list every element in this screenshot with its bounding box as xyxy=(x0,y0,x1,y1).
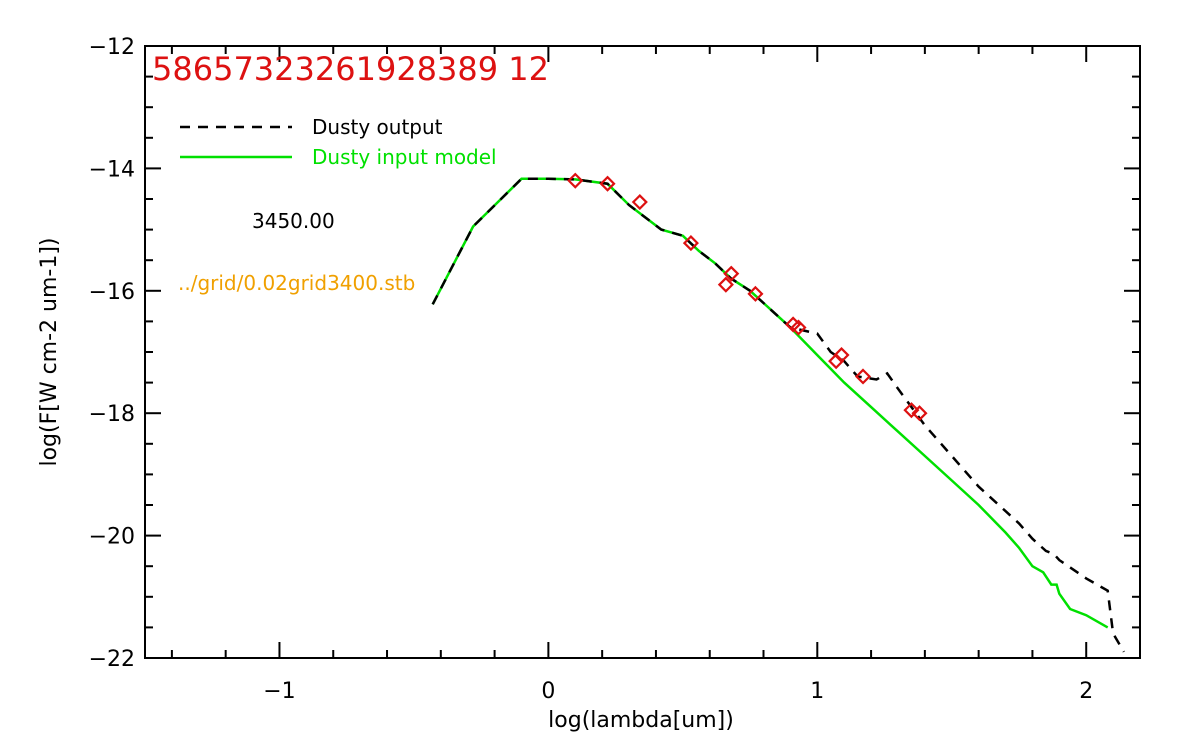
observed-data-point xyxy=(903,402,920,419)
chart-title: 58657323261928389 12 xyxy=(152,50,549,88)
observed-data-point xyxy=(790,319,807,336)
legend: Dusty output Dusty input model xyxy=(180,115,497,169)
observed-data-point xyxy=(567,172,584,189)
x-tick-label: 2 xyxy=(1079,679,1093,704)
y-tick-label: −16 xyxy=(89,280,135,305)
dusty-output-line xyxy=(431,177,1125,653)
observed-data-point xyxy=(599,175,616,192)
y-tick-label: −18 xyxy=(89,402,135,427)
series-layer xyxy=(431,177,1125,653)
observed-data-point xyxy=(854,368,872,385)
plot-frame xyxy=(144,45,1141,659)
y-tick-label: −12 xyxy=(89,35,135,60)
y-tick-label: −14 xyxy=(89,157,135,182)
y-axis-title: log(F[W cm-2 um-1]) xyxy=(37,237,62,466)
y-tick-label: −20 xyxy=(89,525,135,550)
y-tick-label: −22 xyxy=(89,647,135,672)
x-tick-label: −1 xyxy=(263,679,295,704)
x-tick-label: 0 xyxy=(541,679,555,704)
observed-data-point xyxy=(911,405,928,422)
observed-data-point xyxy=(723,265,740,282)
legend-dusty-output-label: Dusty output xyxy=(312,115,443,139)
temperature-annotation: 3450.00 xyxy=(252,209,335,233)
x-axis-title: log(lambda[um]) xyxy=(548,708,734,733)
observed-data-point xyxy=(747,285,764,302)
legend-dusty-input-label: Dusty input model xyxy=(312,145,497,169)
dusty-input-line xyxy=(431,177,1109,629)
file-annotation: ../grid/0.02grid3400.stb xyxy=(178,271,415,295)
axes-layer: −1 0 1 2 −22 −20 −18 −16 −14 −12 xyxy=(89,35,1141,704)
observed-data-point xyxy=(682,235,699,252)
observed-data-point xyxy=(833,347,850,364)
observed-data-point xyxy=(717,276,734,293)
observed-data-point xyxy=(631,194,648,211)
markers-layer xyxy=(567,172,928,422)
x-tick-label: 1 xyxy=(810,679,824,704)
